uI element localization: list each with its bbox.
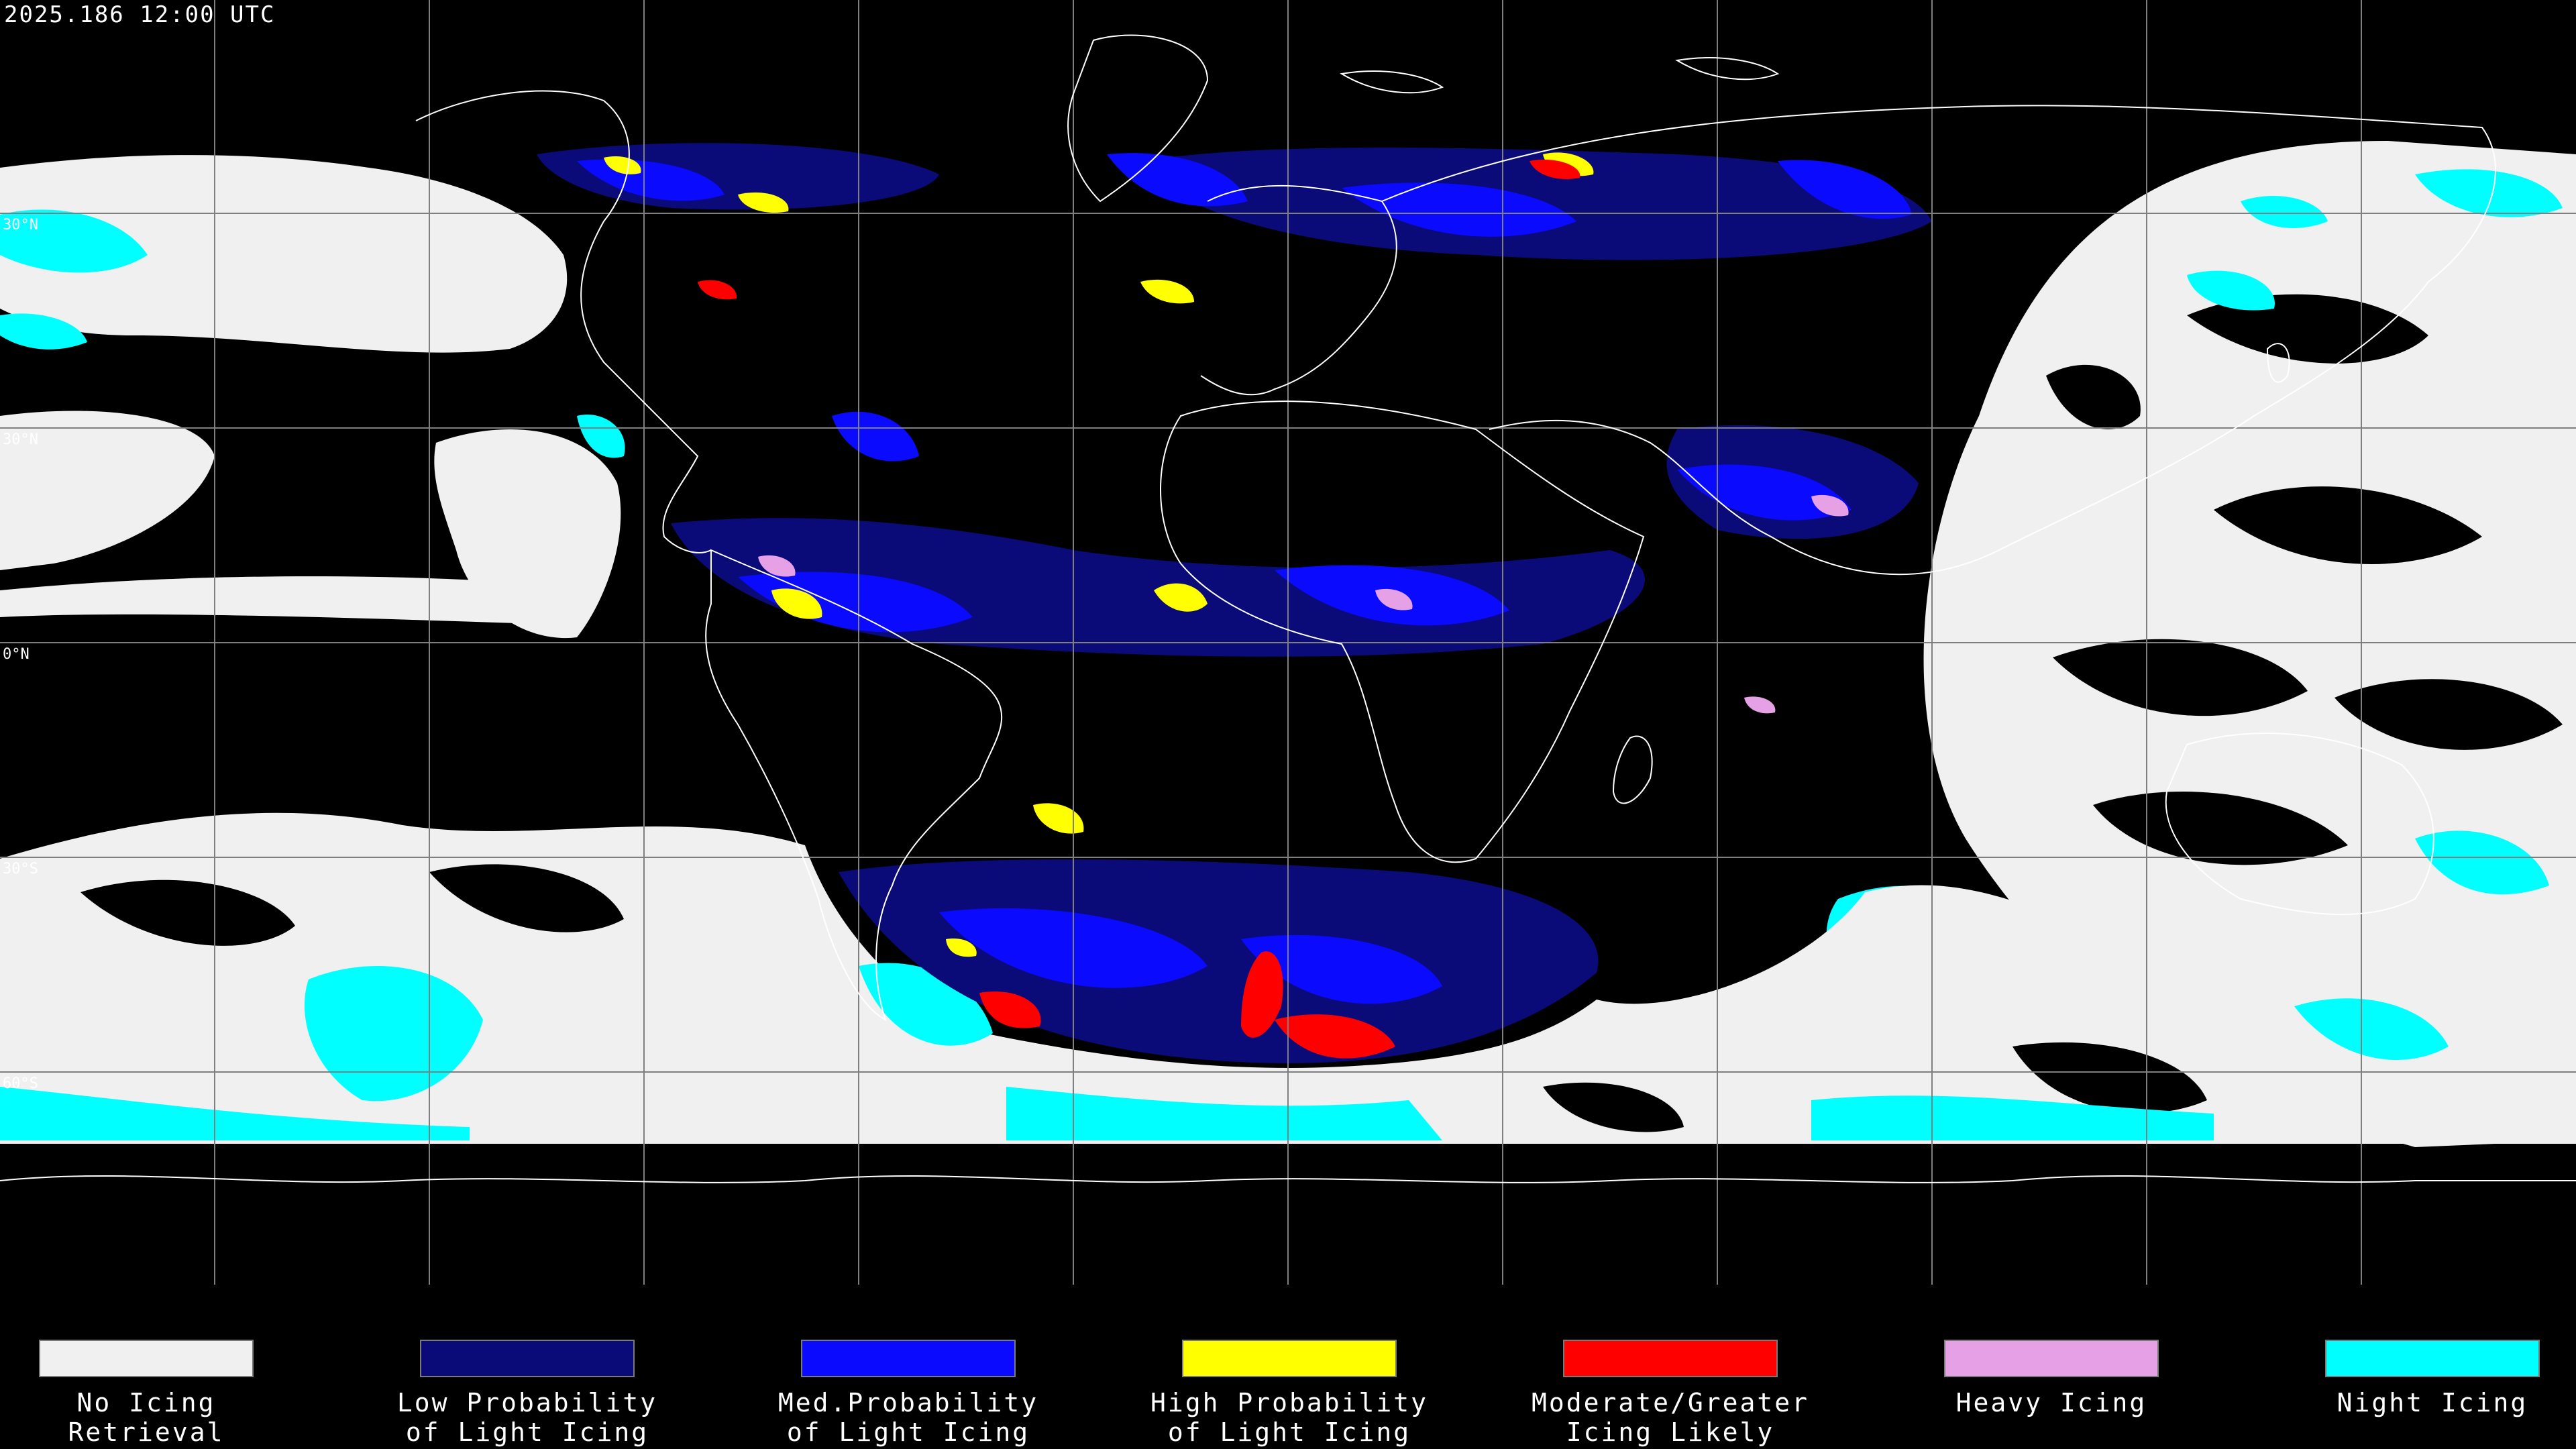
madagascar-coast [1612,735,1653,804]
latitude-label-equator: 0°N [3,646,30,663]
japan-coast [2266,343,2290,383]
moderate-icing-areas [698,159,1580,1059]
legend-item-high-probability: High Probability of Light Icing [1143,1311,1426,1447]
latitude-label-60n: 30°N [3,217,38,233]
no-icing-cloud-region-east [1923,141,2576,1147]
coastlines [0,34,2576,1183]
legend-item-heavy-icing: Heavy Icing [1905,1311,2174,1446]
legend-label-no-icing: No Icing Retrieval [68,1388,225,1447]
legend-swatch-high-probability [1182,1340,1397,1377]
arctic-islands-coast-2 [1675,57,1780,80]
europe-coast [1200,184,1397,396]
icing-legend: No Icing Retrieval Low Probability of Li… [0,1285,2576,1449]
arctic-islands-coast [1340,70,1444,94]
latitude-label-60s: 60°S [3,1075,38,1092]
legend-swatch-moderate-icing [1563,1340,1778,1377]
legend-label-med-probability: Med.Probability of Light Icing [777,1388,1039,1447]
legend-item-low-probability: Low Probability of Light Icing [381,1311,655,1447]
night-icing-south [0,963,2449,1140]
heavy-icing-areas [758,494,1849,714]
north-america-coast [415,90,712,553]
legend-label-high-probability: High Probability of Light Icing [1150,1388,1429,1447]
legend-item-night-icing: Night Icing [2286,1311,2555,1446]
legend-label-low-probability: Low Probability of Light Icing [396,1388,658,1447]
timestamp-label: 2025.186 12:00 UTC [4,1,276,28]
legend-label-moderate-icing: Moderate/Greater Icing Likely [1531,1388,1810,1447]
legend-swatch-low-probability [420,1340,635,1377]
legend-item-med-probability: Med.Probability of Light Icing [762,1311,1036,1447]
legend-label-heavy-icing: Heavy Icing [1955,1388,2147,1417]
antarctica-coast [0,1175,2576,1183]
africa-coast [1160,400,1645,863]
icing-map-canvas [0,0,2576,1285]
legend-label-night-icing: Night Icing [2337,1388,2528,1417]
night-icing-west [0,209,625,458]
no-icing-cloud-region-west [0,155,621,639]
legend-swatch-heavy-icing [1944,1340,2159,1377]
legend-item-no-icing: No Icing Retrieval [0,1311,268,1447]
legend-swatch-no-icing [39,1340,254,1377]
legend-swatch-night-icing [2325,1340,2540,1377]
global-icing-map[interactable]: 2025.186 12:00 UTC 30°N 30°N 0°N 30°S 60… [0,0,2576,1285]
australia-coast [2165,733,2434,916]
greenland-coast [1067,34,1209,203]
graticule [0,0,2576,1285]
legend-swatch-med-probability [801,1340,1016,1377]
legend-item-moderate-icing: Moderate/Greater Icing Likely [1524,1311,1807,1447]
latitude-label-30n: 30°N [3,431,38,448]
asia-coast [1381,105,2497,576]
latitude-label-30s: 30°S [3,861,38,877]
south-america-coast [705,549,1003,1021]
